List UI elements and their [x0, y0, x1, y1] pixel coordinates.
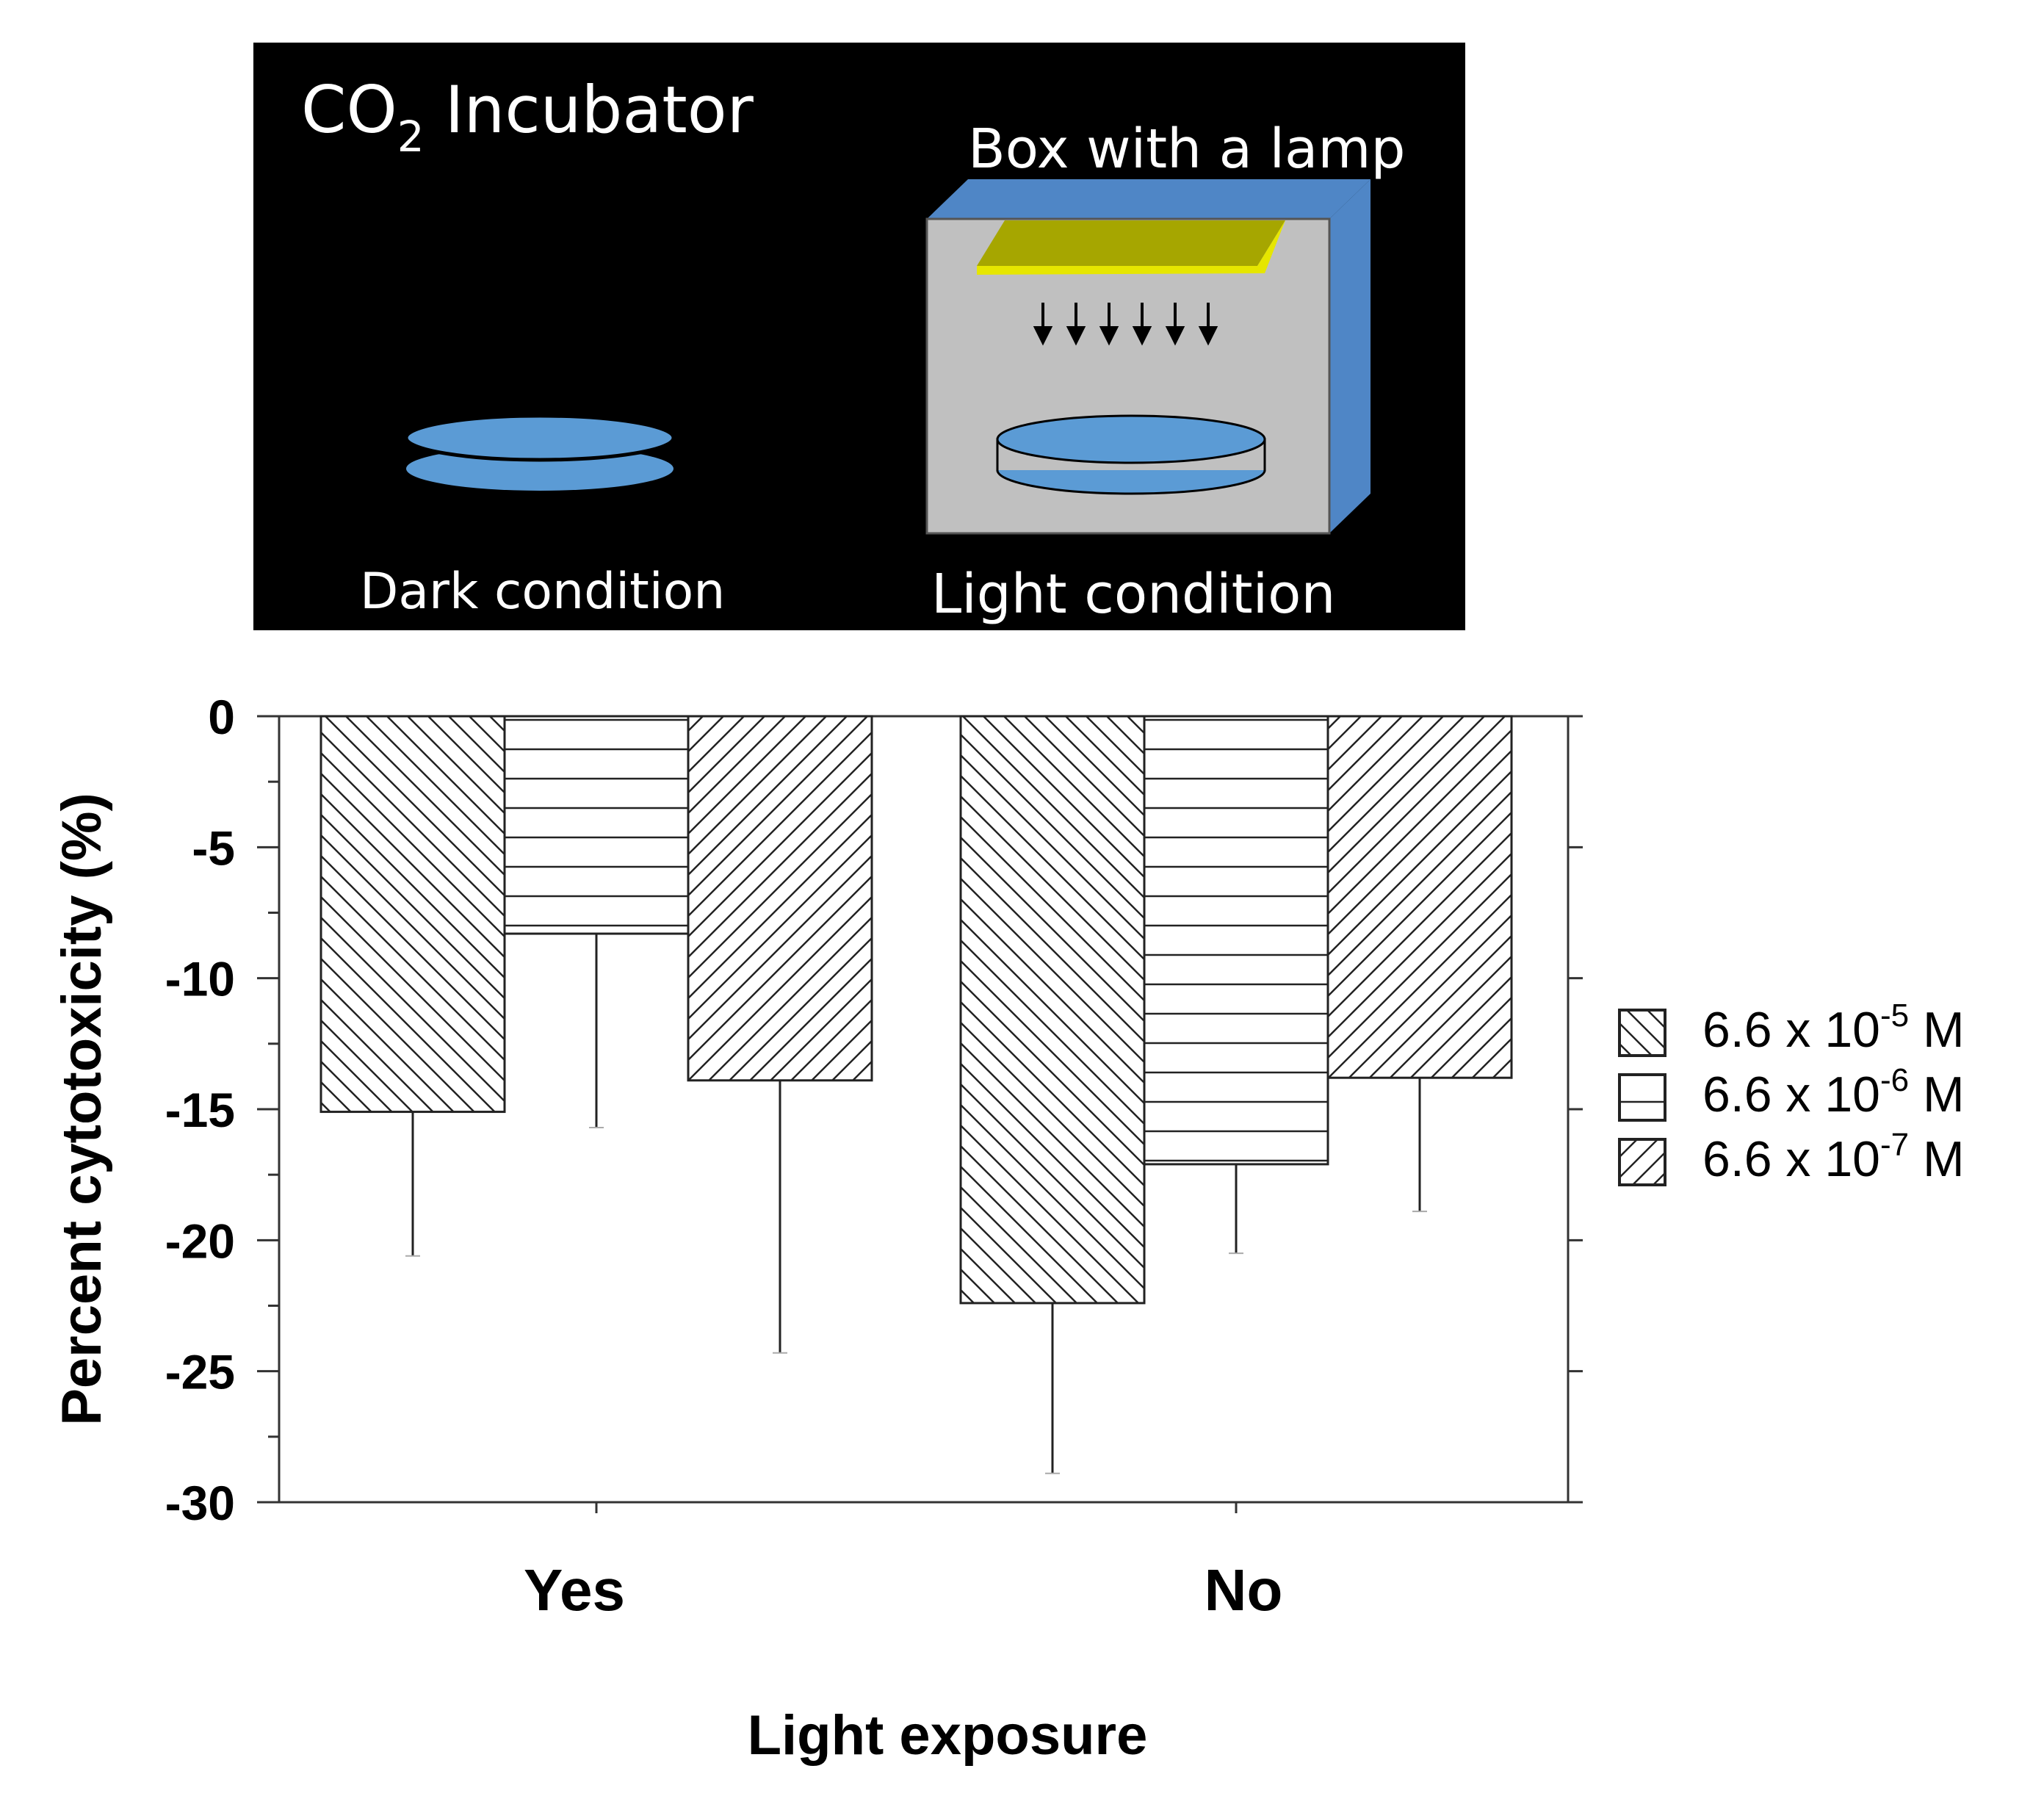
bar-no-series-1 — [959, 715, 1146, 1305]
bar-yes-series-3 — [687, 715, 873, 1082]
x-category-label: Yes — [524, 1557, 625, 1623]
dark-petri-dish — [404, 414, 676, 491]
light-condition-label: Light condition — [931, 563, 1335, 626]
cytotoxicity-bar-chart: 0 -5 -10 -15 -20 -25 -30 Yes No Percent cytotox… — [51, 690, 1965, 1767]
legend-swatch-3 — [1618, 1138, 1666, 1186]
x-axis-title: Light exposure — [748, 1704, 1148, 1767]
y-tick-label: -20 — [165, 1214, 235, 1268]
light-petri-dish — [996, 414, 1266, 495]
x-category-label: No — [1205, 1557, 1283, 1623]
y-axis: 0 -5 -10 -15 -20 -25 -30 — [165, 690, 1583, 1530]
legend-label-1: 6.6 x 10-5 M — [1702, 998, 1965, 1058]
lamp-box — [925, 179, 1371, 535]
legend-label-3: 6.6 x 10-7 M — [1702, 1127, 1965, 1187]
light-arrows — [1033, 303, 1218, 346]
y-tick-label: -30 — [165, 1476, 235, 1530]
legend-swatch-2 — [1618, 1073, 1666, 1122]
y-tick-label: -25 — [165, 1345, 235, 1399]
legend-label-2: 6.6 x 10-6 M — [1702, 1062, 1965, 1122]
lamp — [977, 220, 1285, 266]
legend: 6.6 x 10-5 M6.6 x 10-6 M6.6 x 10-7 M — [1618, 998, 1965, 1187]
y-axis-title: Percent cytotoxicity (%) — [51, 793, 113, 1426]
bar-no-series-2 — [1143, 715, 1329, 1166]
legend-swatch-1 — [1618, 1009, 1666, 1057]
box-with-lamp-label: Box with a lamp — [968, 118, 1405, 181]
bars — [319, 715, 1513, 1474]
y-tick-label: -5 — [192, 821, 235, 875]
bar-yes-series-1 — [319, 715, 506, 1114]
x-axis-categories: Yes No — [524, 1502, 1282, 1623]
incubator-title: CO2 Incubator — [301, 72, 754, 162]
bar-yes-series-2 — [503, 715, 690, 935]
y-tick-label: -15 — [165, 1083, 235, 1137]
y-tick-label: 0 — [208, 690, 235, 744]
bar-no-series-3 — [1326, 715, 1513, 1079]
y-tick-label: -10 — [165, 952, 235, 1006]
dark-condition-label: Dark condition — [360, 563, 725, 621]
incubator-diagram: CO2 Incubator Box with a lamp Dark condi… — [253, 43, 1465, 630]
